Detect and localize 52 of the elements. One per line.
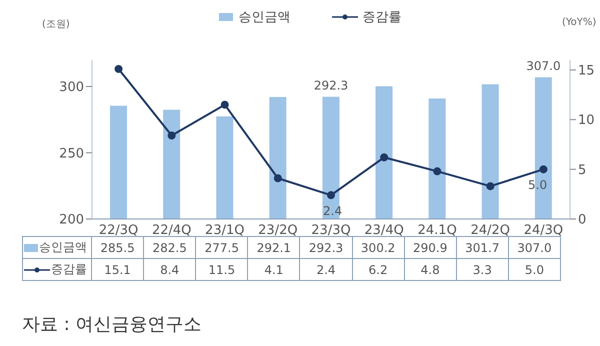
x-tick-label: 24/3Q	[524, 223, 564, 238]
data-label: 292.3	[300, 236, 352, 258]
data-label: 4.1	[248, 258, 300, 280]
y-tick-label: 250	[59, 146, 84, 162]
annotation: 307.0	[526, 59, 561, 74]
y2-tick-label: 5	[578, 162, 586, 178]
point	[539, 165, 548, 174]
data-label: 4.8	[404, 258, 456, 280]
x-tick-label: 23/2Q	[258, 223, 298, 238]
data-label: 6.2	[352, 258, 404, 280]
point	[380, 153, 388, 162]
data-label: 282.5	[144, 236, 196, 258]
text: 증감률	[51, 262, 87, 276]
data-label: 292.1	[248, 236, 300, 258]
y-axis-title: (조원)	[42, 18, 70, 31]
y-tick-label: 200	[59, 212, 84, 228]
data-label: 11.5	[196, 258, 248, 280]
point	[433, 167, 442, 176]
point	[168, 132, 176, 140]
annotation: 292.3	[314, 78, 348, 93]
x-tick-label: 23/1Q	[205, 223, 244, 238]
y-tick-label: 300	[59, 80, 84, 96]
data-label: 2.4	[300, 258, 352, 280]
legend-label: 증감률	[362, 9, 402, 26]
legend-label: 승인금액	[22, 236, 92, 258]
x-tick-label: 22/4Q	[152, 223, 192, 238]
x-tick-label: 24/2Q	[470, 223, 510, 238]
data-label: 277.5	[196, 236, 248, 258]
text: 승인금액	[238, 10, 290, 25]
x-tick-label: 23/4Q	[364, 223, 404, 238]
point	[274, 174, 282, 182]
point	[114, 64, 123, 73]
data-label: 307.0	[508, 236, 560, 258]
y2-tick-label: 10	[578, 113, 595, 128]
data-label: 300.2	[352, 236, 404, 258]
data-label: 15.1	[92, 258, 144, 280]
data-label: 5.0	[508, 258, 560, 280]
data-label: 301.7	[456, 236, 508, 258]
text: 자료 : 여신금융연구소	[22, 313, 202, 336]
y2-tick-label: 15	[578, 64, 595, 79]
point	[220, 100, 229, 109]
data-label: 290.9	[404, 236, 456, 258]
data-label: 285.5	[92, 236, 144, 258]
y2-tick-label: 0	[578, 212, 586, 228]
point	[327, 191, 335, 200]
x-tick-label: 22/3Q	[98, 223, 138, 238]
data-label: 8.4	[144, 258, 196, 280]
x-tick-label: 23/3Q	[311, 223, 351, 238]
y2-axis-title: (YoY%)	[562, 17, 596, 28]
point	[486, 182, 494, 190]
data-label: 3.3	[456, 258, 508, 280]
x-tick-label: 24.1Q	[418, 223, 457, 238]
